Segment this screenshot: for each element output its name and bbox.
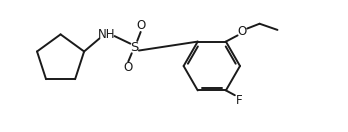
Text: NH: NH bbox=[98, 28, 116, 41]
Text: O: O bbox=[238, 25, 247, 38]
Text: O: O bbox=[124, 61, 133, 74]
Text: O: O bbox=[136, 19, 145, 32]
Text: F: F bbox=[236, 94, 242, 107]
Text: S: S bbox=[130, 41, 139, 54]
